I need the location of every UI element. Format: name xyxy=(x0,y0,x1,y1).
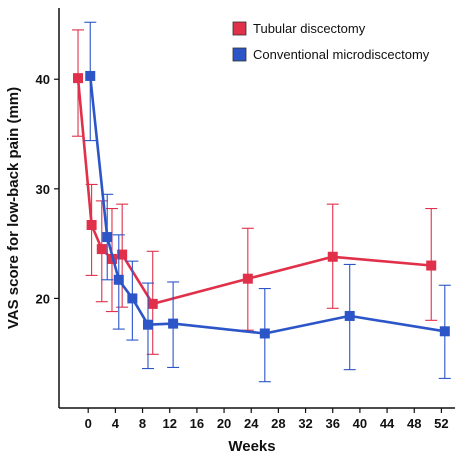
legend-swatch-tubular xyxy=(232,21,247,36)
data-point xyxy=(439,326,450,337)
series-line xyxy=(76,77,432,306)
data-point xyxy=(73,73,84,84)
data-point xyxy=(327,251,338,262)
series-layer xyxy=(72,21,451,383)
series-line xyxy=(88,75,446,335)
legend-swatch-conventional xyxy=(232,47,247,62)
data-point xyxy=(147,298,158,309)
y-axis-title: VAS score for low-back pain (mm) xyxy=(5,87,22,329)
data-point xyxy=(242,273,253,284)
x-tick-label: 4 xyxy=(112,416,120,431)
legend: Tubular discectomy Conventional microdis… xyxy=(232,21,430,62)
data-point xyxy=(142,319,153,330)
x-tick-label: 28 xyxy=(271,416,285,431)
data-point xyxy=(102,232,113,243)
y-tick-label: 40 xyxy=(36,72,50,87)
data-point xyxy=(344,310,355,321)
x-tick-label: 16 xyxy=(190,416,204,431)
data-point xyxy=(96,244,107,255)
y-tick-label: 30 xyxy=(36,182,50,197)
x-tick-label: 48 xyxy=(407,416,421,431)
x-axis-title: Weeks xyxy=(228,438,275,455)
x-tick-label: 24 xyxy=(244,416,259,431)
axes-layer xyxy=(58,8,455,409)
x-tick-label: 36 xyxy=(326,416,340,431)
x-tick-label: 0 xyxy=(85,416,92,431)
x-tick-label: 40 xyxy=(353,416,367,431)
data-point xyxy=(127,293,138,304)
x-tick-label: 52 xyxy=(434,416,448,431)
data-point xyxy=(113,274,124,285)
data-point xyxy=(86,219,97,230)
x-tick-label: 12 xyxy=(162,416,176,431)
x-tick-label: 8 xyxy=(139,416,146,431)
data-point xyxy=(85,70,96,81)
series-tubular-discectomy xyxy=(72,29,438,355)
data-point xyxy=(426,260,437,271)
legend-label-conventional: Conventional microdiscectomy xyxy=(253,47,430,62)
y-tick-label: 20 xyxy=(36,291,50,306)
data-point xyxy=(117,249,128,260)
series-conventional-microdiscectomy xyxy=(84,21,451,383)
legend-label-tubular: Tubular discectomy xyxy=(253,21,366,36)
data-point xyxy=(168,318,179,329)
x-tick-label: 44 xyxy=(380,416,395,431)
x-tick-label: 20 xyxy=(217,416,231,431)
x-tick-label: 32 xyxy=(298,416,312,431)
data-point xyxy=(259,328,270,339)
